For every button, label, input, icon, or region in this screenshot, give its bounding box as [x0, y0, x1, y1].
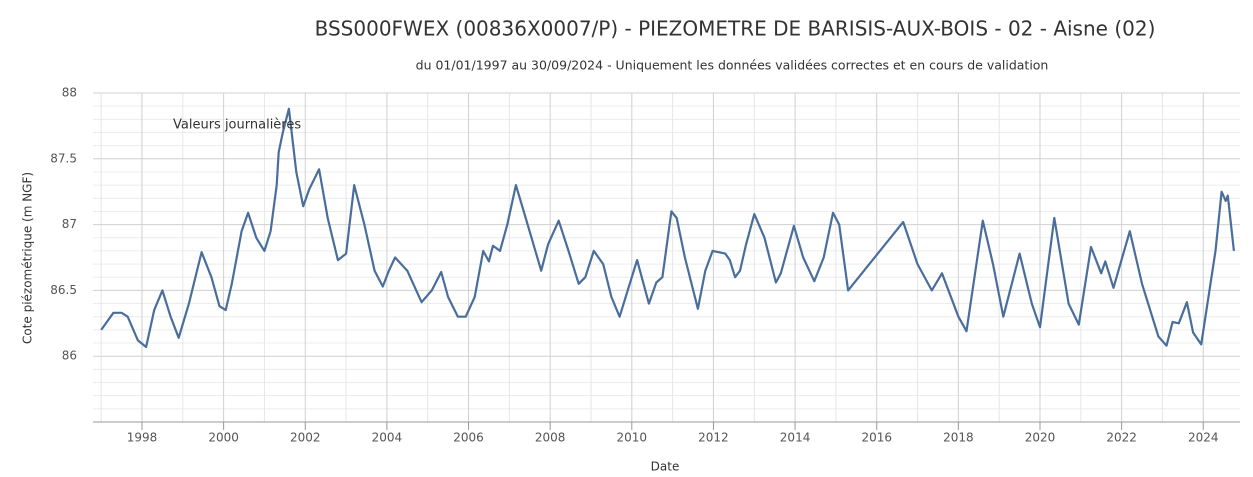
y-tick-label: 87.5: [50, 151, 77, 165]
x-tick-label: 2006: [453, 431, 484, 445]
x-tick-label: 2000: [208, 431, 239, 445]
y-tick-label: 87: [62, 217, 77, 231]
x-tick-label: 2018: [943, 431, 974, 445]
x-tick-label: 2014: [780, 431, 811, 445]
series-label: Valeurs journalières: [173, 118, 301, 133]
y-tick-label: 86: [62, 349, 77, 363]
x-tick-label: 2004: [372, 431, 403, 445]
chart-subtitle: du 01/01/1997 au 30/09/2024 - Uniquement…: [416, 58, 1049, 73]
x-tick-label: 2010: [617, 431, 648, 445]
y-tick-label: 88: [62, 86, 77, 100]
x-tick-label: 2022: [1106, 431, 1137, 445]
x-tick-label: 2024: [1188, 431, 1219, 445]
y-tick-label: 86.5: [50, 283, 77, 297]
x-tick-label: 2016: [861, 431, 892, 445]
y-axis-label: Cote piézométrique (m NGF): [21, 172, 35, 344]
x-axis-label: Date: [651, 460, 680, 474]
x-tick-label: 2012: [698, 431, 729, 445]
x-tick-label: 2020: [1025, 431, 1056, 445]
chart-title: BSS000FWEX (00836X0007/P) - PIEZOMETRE D…: [315, 17, 1156, 41]
x-tick-label: 2008: [535, 431, 566, 445]
x-tick-label: 2002: [290, 431, 321, 445]
x-tick-label: 1998: [127, 431, 158, 445]
data-line: [100, 107, 1235, 349]
